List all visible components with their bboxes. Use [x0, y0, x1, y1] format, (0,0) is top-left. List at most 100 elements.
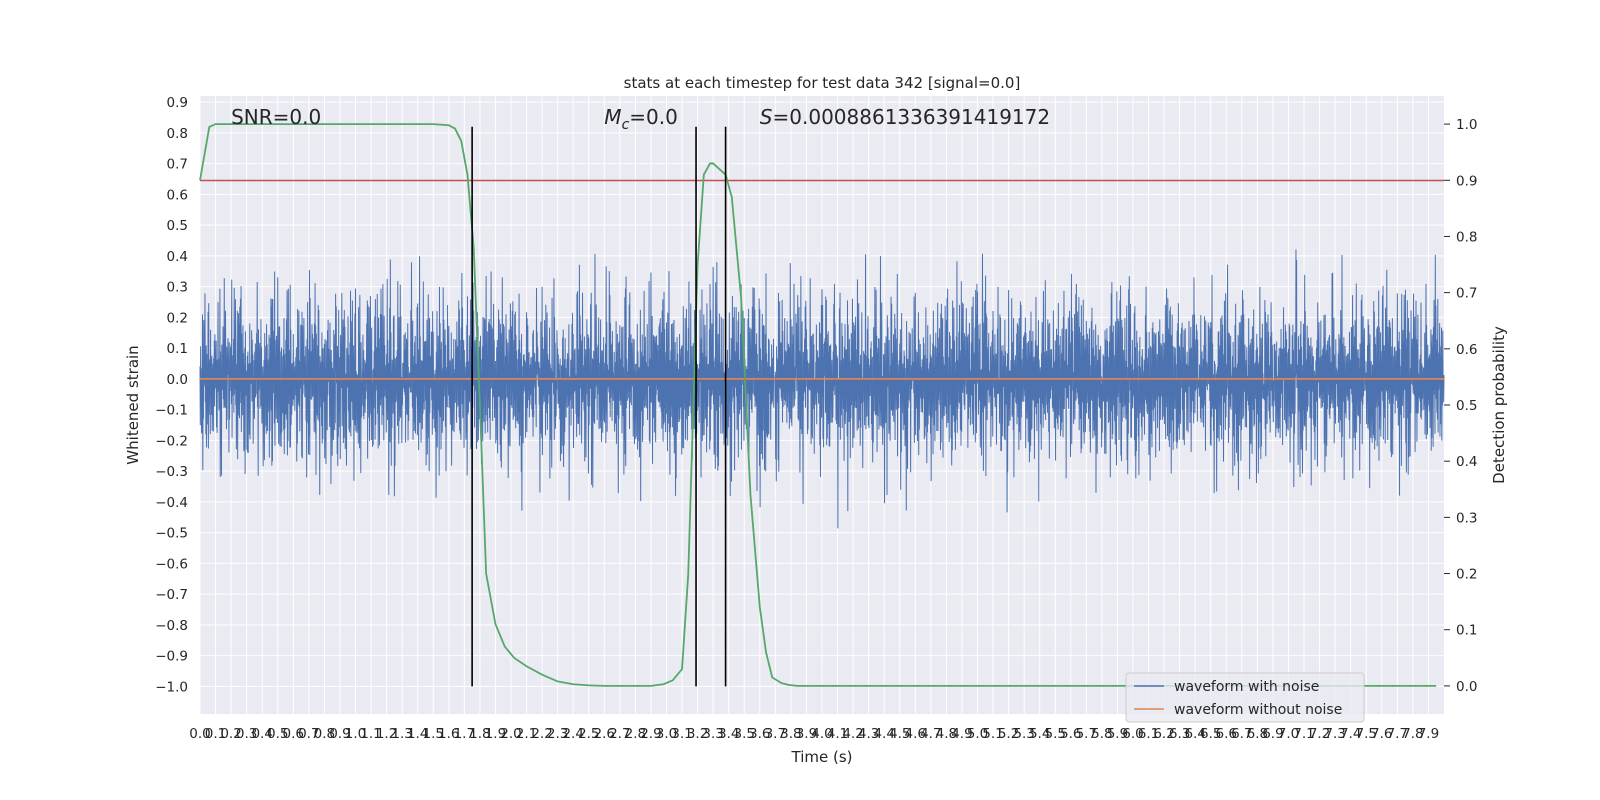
y-right-tick-label: 0.5: [1456, 398, 1477, 414]
x-tick-label: 5.4: [1029, 726, 1050, 742]
x-tick-label: 3.2: [687, 726, 708, 742]
x-axis-ticks: 0.00.10.20.30.40.50.60.70.80.91.01.11.21…: [189, 726, 1439, 742]
x-tick-label: 1.1: [360, 726, 381, 742]
x-tick-label: 5.9: [1107, 726, 1128, 742]
x-tick-label: 1.2: [376, 726, 397, 742]
x-tick-label: 1.6: [438, 726, 459, 742]
x-tick-label: 2.9: [640, 726, 661, 742]
y-axis-label: Whitened strain: [124, 345, 142, 464]
y-tick-label: 0.1: [167, 341, 188, 357]
x-tick-label: 6.8: [1247, 726, 1268, 742]
x-tick-label: 0.9: [329, 726, 350, 742]
y-tick-label: 0.8: [167, 126, 188, 142]
annotation-snr: SNR=0.0: [231, 105, 321, 129]
y-right-tick-label: 0.1: [1456, 623, 1477, 639]
x-tick-label: 2.1: [516, 726, 537, 742]
x-tick-label: 1.4: [407, 726, 428, 742]
x-tick-label: 1.5: [423, 726, 444, 742]
x-tick-label: 6.5: [1200, 726, 1221, 742]
y-tick-label: −0.3: [155, 464, 188, 480]
x-tick-label: 7.7: [1387, 726, 1408, 742]
x-tick-label: 6.0: [1122, 726, 1143, 742]
x-tick-label: 6.9: [1262, 726, 1283, 742]
x-tick-label: 6.2: [1153, 726, 1174, 742]
y-tick-label: −0.2: [155, 433, 188, 449]
x-tick-label: 7.2: [1309, 726, 1330, 742]
x-tick-label: 4.1: [827, 726, 848, 742]
x-tick-label: 7.1: [1293, 726, 1314, 742]
x-tick-label: 4.3: [858, 726, 879, 742]
x-tick-label: 5.8: [1091, 726, 1112, 742]
annotation-s: S=0.0008861336391419172: [760, 105, 1050, 129]
x-tick-label: 5.2: [998, 726, 1019, 742]
x-tick-label: 0.5: [267, 726, 288, 742]
y-axis-right-label: Detection probability: [1490, 326, 1508, 484]
x-tick-label: 4.7: [920, 726, 941, 742]
x-tick-label: 5.7: [1076, 726, 1097, 742]
x-tick-label: 2.4: [562, 726, 583, 742]
y-right-tick-label: 0.6: [1456, 342, 1477, 358]
legend-label-noise: waveform with noise: [1174, 679, 1319, 695]
x-tick-label: 5.3: [1013, 726, 1034, 742]
y-tick-label: 0.6: [167, 187, 188, 203]
x-tick-label: 4.4: [873, 726, 894, 742]
y-axis-ticks: 0.9 0.8 0.7 0.6 0.5 0.4 0.3 0.2 0.1 0.0 −0.1 −0.2 −0…: [155, 95, 188, 695]
x-tick-label: 3.4: [718, 726, 739, 742]
x-tick-label: 6.4: [1184, 726, 1205, 742]
x-tick-label: 2.6: [594, 726, 615, 742]
x-axis-label: Time (s): [791, 748, 853, 766]
x-tick-label: 2.7: [609, 726, 630, 742]
y-axis-right-ticks: 1.0 0.9 0.8 0.7 0.6 0.5 0.4 0.3 0.2 0.1 0.0: [1444, 117, 1477, 695]
x-tick-label: 4.2: [842, 726, 863, 742]
waveform-with-noise-series: [199, 249, 1445, 529]
y-right-tick-label: 0.9: [1456, 173, 1477, 189]
y-tick-label: 0.3: [167, 280, 188, 296]
x-tick-label: 2.3: [547, 726, 568, 742]
x-tick-label: 0.4: [251, 726, 272, 742]
y-tick-label: −0.7: [155, 587, 188, 603]
y-tick-label: 0.0: [167, 372, 188, 388]
y-tick-label: −0.8: [155, 618, 188, 634]
legend-box: [1125, 672, 1365, 723]
x-tick-label: 1.8: [469, 726, 490, 742]
x-tick-label: 7.0: [1278, 726, 1299, 742]
x-tick-label: 0.0: [189, 726, 210, 742]
x-tick-label: 3.7: [765, 726, 786, 742]
annotation-mc: Mc=0.0: [604, 105, 678, 133]
x-tick-label: 2.2: [531, 726, 552, 742]
x-tick-label: 3.1: [671, 726, 692, 742]
x-tick-label: 2.5: [578, 726, 599, 742]
y-tick-label: −0.6: [155, 556, 188, 572]
x-tick-label: 6.3: [1169, 726, 1190, 742]
x-tick-label: 3.9: [796, 726, 817, 742]
x-tick-label: 5.6: [1060, 726, 1081, 742]
x-tick-label: 0.7: [298, 726, 319, 742]
y-tick-label: −1.0: [155, 679, 188, 695]
x-tick-label: 2.8: [625, 726, 646, 742]
x-tick-label: 7.5: [1356, 726, 1377, 742]
y-right-tick-label: 0.7: [1456, 286, 1477, 302]
y-tick-label: −0.4: [155, 495, 188, 511]
x-tick-label: 1.9: [485, 726, 506, 742]
x-tick-label: 6.6: [1216, 726, 1237, 742]
x-tick-label: 1.3: [391, 726, 412, 742]
x-tick-label: 4.8: [936, 726, 957, 742]
x-tick-label: 3.5: [734, 726, 755, 742]
legend: waveform with noise waveform without noi…: [1125, 672, 1365, 723]
y-right-tick-label: 0.8: [1456, 229, 1477, 245]
x-tick-label: 4.5: [889, 726, 910, 742]
chart-title: stats at each timestep for test data 342…: [624, 74, 1021, 92]
x-tick-label: 3.0: [656, 726, 677, 742]
y-right-tick-label: 0.0: [1456, 679, 1477, 695]
x-tick-label: 6.7: [1231, 726, 1252, 742]
y-tick-label: 0.2: [167, 310, 188, 326]
detection-probability-line: [199, 123, 1437, 687]
waveform-with-noise-line: [199, 249, 1445, 529]
x-tick-label: 3.6: [749, 726, 770, 742]
y-tick-label: 0.7: [167, 157, 188, 173]
x-tick-label: 0.6: [283, 726, 304, 742]
x-tick-label: 3.3: [702, 726, 723, 742]
y-tick-label: 0.5: [167, 218, 188, 234]
series-lines: [199, 123, 1444, 687]
